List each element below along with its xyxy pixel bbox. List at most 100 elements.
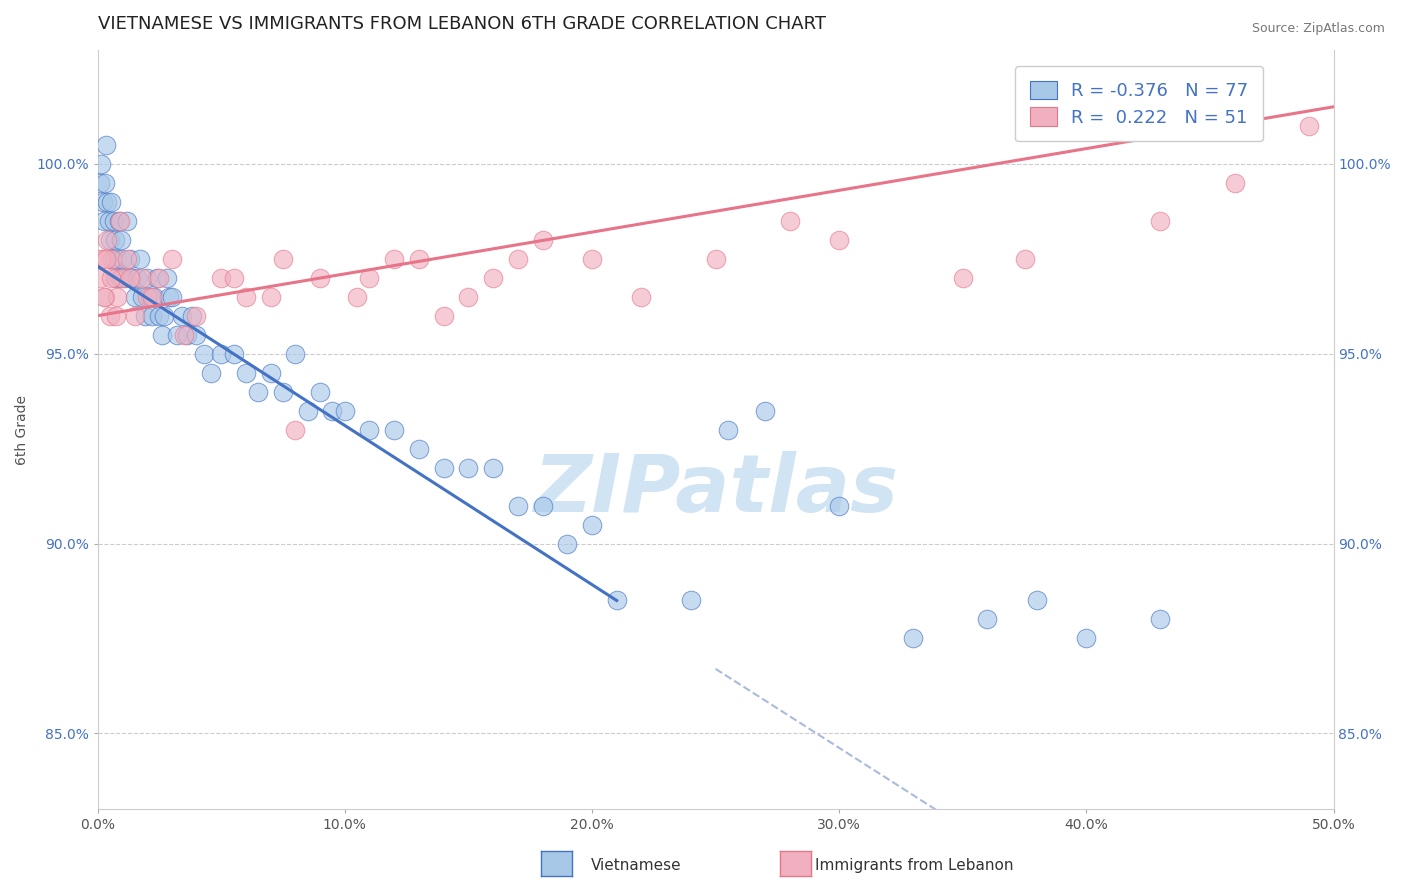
Point <box>141 290 163 304</box>
Point <box>235 290 257 304</box>
Point <box>271 252 294 266</box>
Text: VIETNAMESE VS IMMIGRANTS FROM LEBANON 6TH GRADE CORRELATION CHART: VIETNAMESE VS IMMIGRANTS FROM LEBANON 6T… <box>97 15 825 33</box>
Point <box>309 384 332 399</box>
Point <box>128 252 150 266</box>
Point <box>828 233 851 247</box>
Point <box>98 233 121 247</box>
Point <box>148 270 170 285</box>
Point <box>100 194 122 209</box>
Point <box>247 384 270 399</box>
Point <box>153 309 176 323</box>
Point <box>222 270 245 285</box>
Text: Immigrants from Lebanon: Immigrants from Lebanon <box>815 858 1014 872</box>
Point <box>506 252 529 266</box>
Point <box>96 252 118 266</box>
Point <box>754 403 776 417</box>
Point <box>193 346 215 360</box>
Point <box>433 460 456 475</box>
Point <box>704 252 727 266</box>
Point <box>382 252 405 266</box>
Point <box>382 423 405 437</box>
Point <box>150 327 173 342</box>
Point <box>284 423 307 437</box>
Point <box>166 327 188 342</box>
Point <box>359 270 381 285</box>
Point <box>173 327 195 342</box>
Point <box>359 423 381 437</box>
Point <box>93 213 115 227</box>
Point <box>482 460 505 475</box>
Point <box>457 290 479 304</box>
Point <box>104 233 127 247</box>
Point <box>90 252 112 266</box>
Point <box>209 346 232 360</box>
Point <box>160 252 183 266</box>
Point <box>259 366 281 380</box>
Point <box>284 346 307 360</box>
Point <box>101 252 124 266</box>
Point <box>408 442 430 456</box>
Point <box>107 213 129 227</box>
Point <box>136 270 159 285</box>
Point <box>134 309 156 323</box>
Point <box>136 290 159 304</box>
Point <box>91 252 114 266</box>
Point <box>531 233 554 247</box>
Point <box>433 309 456 323</box>
Point <box>531 499 554 513</box>
Point <box>1223 176 1246 190</box>
Point <box>157 290 180 304</box>
Point <box>222 346 245 360</box>
Point <box>100 270 122 285</box>
Point <box>581 517 603 532</box>
Point <box>333 403 356 417</box>
Point <box>186 327 208 342</box>
Point <box>1076 632 1098 646</box>
Point <box>148 309 170 323</box>
Point <box>1025 593 1047 607</box>
Point <box>156 270 179 285</box>
Point <box>91 194 114 209</box>
Point <box>93 290 115 304</box>
Point <box>131 270 153 285</box>
Point <box>903 632 925 646</box>
Point <box>141 309 163 323</box>
Point <box>506 499 529 513</box>
Point <box>235 366 257 380</box>
Point <box>630 290 652 304</box>
Point <box>482 270 505 285</box>
Point <box>96 137 118 152</box>
Point <box>952 270 974 285</box>
Point <box>108 270 131 285</box>
Point <box>110 233 132 247</box>
Point <box>97 213 120 227</box>
Text: Vietnamese: Vietnamese <box>591 858 681 872</box>
Point <box>1298 119 1320 133</box>
Point <box>118 252 141 266</box>
Point <box>105 290 128 304</box>
Text: ZIPatlas: ZIPatlas <box>533 451 898 529</box>
Point <box>90 157 112 171</box>
Point <box>121 270 143 285</box>
Point <box>105 252 128 266</box>
Point <box>124 309 146 323</box>
Point <box>170 309 193 323</box>
Point <box>828 499 851 513</box>
Point <box>186 309 208 323</box>
Point <box>271 384 294 399</box>
Point <box>408 252 430 266</box>
Point <box>555 536 578 550</box>
Point <box>114 270 136 285</box>
Point <box>200 366 222 380</box>
Point <box>176 327 198 342</box>
Point <box>1014 252 1036 266</box>
Point <box>321 403 343 417</box>
Point <box>346 290 368 304</box>
Point <box>98 309 121 323</box>
Point <box>309 270 332 285</box>
Point <box>297 403 319 417</box>
Point <box>259 290 281 304</box>
Point <box>124 290 146 304</box>
Point <box>127 270 149 285</box>
Point <box>457 460 479 475</box>
